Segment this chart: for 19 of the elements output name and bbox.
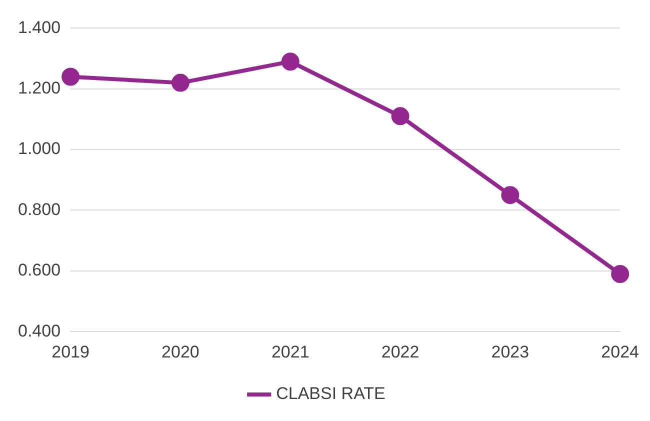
point [391, 107, 410, 126]
point [611, 264, 630, 283]
y-tick-label: 0.600 [18, 260, 61, 280]
x-tick-label: 2020 [162, 342, 200, 362]
point [171, 74, 190, 92]
x-tick-label: 2019 [52, 342, 90, 362]
point [501, 186, 520, 204]
y-tick-label: 1.000 [18, 139, 61, 158]
y-tick-label: 0.800 [18, 200, 61, 219]
y-tick-label: 0.400 [18, 321, 61, 340]
x-tick-label: 2023 [491, 342, 530, 362]
y-tick-label: 1.400 [18, 18, 61, 37]
x-tick-label: 2021 [271, 342, 310, 362]
legend-label: CLABSI RATE [276, 384, 386, 404]
point [281, 52, 300, 71]
x-tick-label: 2022 [381, 342, 420, 362]
y-tick-label: 1.200 [18, 78, 61, 98]
point [62, 68, 80, 86]
x-tick-label: 2024 [601, 342, 640, 362]
